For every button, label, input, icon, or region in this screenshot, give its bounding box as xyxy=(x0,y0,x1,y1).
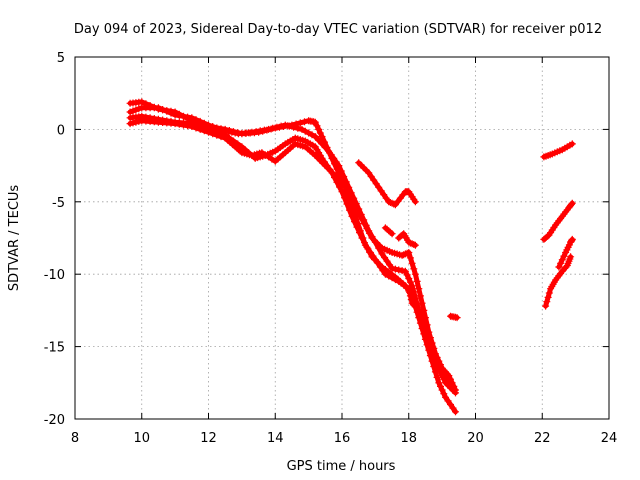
plus-markers xyxy=(540,140,576,161)
y-tick-label: 0 xyxy=(57,123,65,138)
plus-markers xyxy=(542,253,575,310)
y-tick-label: -15 xyxy=(44,341,65,356)
series-track-l xyxy=(555,235,576,271)
y-tick-label: 5 xyxy=(57,51,65,66)
x-tick-label: 8 xyxy=(71,431,79,446)
x-tick-label: 16 xyxy=(334,431,351,446)
plus-markers xyxy=(447,312,461,322)
series-track-k xyxy=(542,253,575,310)
x-tick-label: 24 xyxy=(601,431,618,446)
plus-markers xyxy=(355,159,419,209)
plus-markers xyxy=(126,117,456,391)
x-tick-label: 12 xyxy=(200,431,217,446)
x-axis-label: GPS time / hours xyxy=(287,459,396,474)
plus-markers xyxy=(540,199,576,243)
series-track-e xyxy=(355,159,419,209)
x-tick-label: 22 xyxy=(534,431,551,446)
series-track-j xyxy=(540,199,576,243)
series-track-d xyxy=(126,117,456,391)
grid-layer xyxy=(75,57,609,419)
plus-markers xyxy=(555,235,576,271)
x-tick-label: 18 xyxy=(400,431,417,446)
series-band xyxy=(127,113,458,415)
x-tick-label: 14 xyxy=(267,431,284,446)
x-tick-label: 20 xyxy=(467,431,484,446)
y-axis-label: SDTVAR / TECUs xyxy=(7,185,22,292)
y-tick-label: -10 xyxy=(44,268,65,283)
series-track-h xyxy=(447,312,461,322)
plus-markers xyxy=(381,224,396,238)
y-tick-label: -5 xyxy=(52,196,65,211)
data-layer xyxy=(126,98,576,416)
tick-layer: 8 10 12 14 16 18 20 22 24 5 0 -5 -10 -15 -20 xyxy=(44,51,618,446)
series-track-f xyxy=(395,230,419,249)
y-tick-label: -20 xyxy=(44,413,65,428)
chart-title: Day 094 of 2023, Sidereal Day-to-day VTE… xyxy=(74,22,602,37)
series-track-i xyxy=(540,140,576,161)
series-track-g xyxy=(381,224,396,238)
x-tick-label: 10 xyxy=(133,431,150,446)
plus-markers xyxy=(395,230,419,249)
